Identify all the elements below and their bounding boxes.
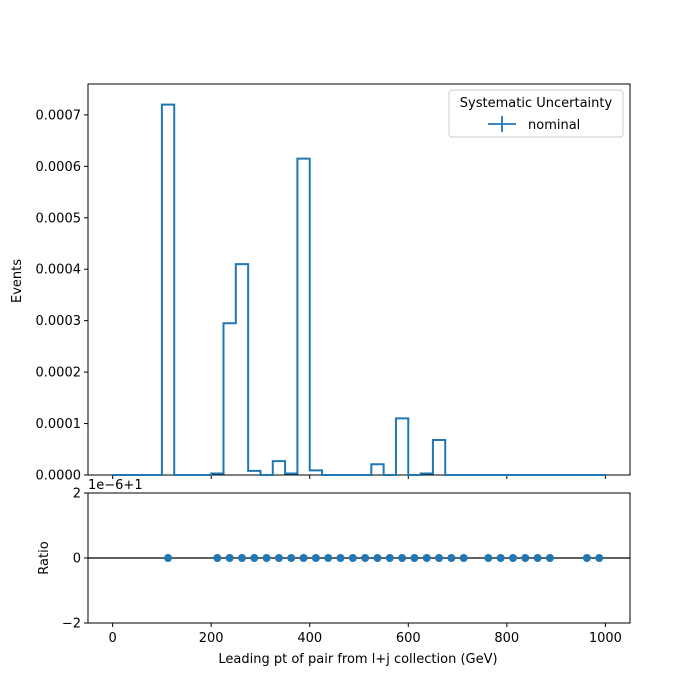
ratio-point — [398, 554, 407, 562]
ratio-point — [422, 554, 431, 562]
ratio-point — [250, 554, 259, 562]
ratio-panel: −2 0 2 0 200 400 600 800 1000 1e−6+1 Ratio Lead… — [37, 478, 631, 667]
nominal-histogram-line — [112, 103, 606, 476]
x-axis-label: Leading pt of pair from l+j collection (… — [218, 652, 497, 667]
ratio-x-tick-label: 0 — [108, 631, 116, 646]
ratio-point — [299, 554, 308, 562]
main-y-tick-label: 0.0004 — [36, 263, 82, 278]
ratio-point — [262, 554, 271, 562]
ratio-point — [225, 554, 234, 562]
ratio-point — [164, 554, 173, 562]
main-y-ticks: 0.0000 0.0001 0.0002 0.0003 0.0004 0.0005 0.00… — [36, 108, 88, 484]
ratio-y-tick-label: 2 — [73, 487, 81, 502]
ratio-point — [508, 554, 517, 562]
ratio-x-tick-label: 200 — [199, 631, 224, 646]
ratio-y-ticks: −2 0 2 — [62, 487, 88, 632]
legend-title: Systematic Uncertainty — [460, 96, 613, 111]
ratio-point — [545, 554, 554, 562]
ratio-offset-text: 1e−6+1 — [88, 478, 143, 493]
ratio-point — [447, 554, 456, 562]
main-y-tick-label: 0.0003 — [36, 314, 82, 329]
main-y-tick-label: 0.0005 — [36, 211, 82, 226]
main-y-axis-label: Events — [10, 259, 25, 303]
ratio-y-axis-label: Ratio — [37, 541, 52, 574]
ratio-point — [521, 554, 530, 562]
ratio-x-ticks: 0 200 400 600 800 1000 — [108, 623, 622, 646]
ratio-point — [336, 554, 345, 562]
ratio-x-tick-label: 400 — [297, 631, 322, 646]
ratio-y-tick-label: 0 — [73, 552, 81, 567]
ratio-point — [324, 554, 333, 562]
main-y-tick-label: 0.0002 — [36, 366, 82, 381]
ratio-point — [496, 554, 505, 562]
legend-entry-nominal: nominal — [528, 118, 580, 133]
ratio-points — [164, 554, 604, 562]
main-axes-frame — [87, 83, 631, 476]
ratio-point — [435, 554, 444, 562]
ratio-point — [311, 554, 320, 562]
ratio-point — [274, 554, 283, 562]
legend: Systematic Uncertainty nominal — [448, 89, 624, 138]
legend-box — [448, 89, 624, 138]
main-y-tick-label: 0.0001 — [36, 417, 82, 432]
ratio-point — [237, 554, 246, 562]
ratio-point — [348, 554, 357, 562]
ratio-point — [287, 554, 296, 562]
ratio-point — [361, 554, 370, 562]
ratio-y-tick-label: −2 — [62, 617, 81, 632]
ratio-point — [385, 554, 394, 562]
main-y-tick-label: 0.0000 — [36, 469, 82, 484]
ratio-point — [595, 554, 604, 562]
ratio-point — [373, 554, 382, 562]
ratio-point — [484, 554, 493, 562]
ratio-point — [582, 554, 591, 562]
main-panel: 0.0000 0.0001 0.0002 0.0003 0.0004 0.0005 0.00… — [10, 83, 631, 484]
ratio-x-tick-label: 1000 — [589, 631, 622, 646]
main-y-tick-label: 0.0007 — [36, 108, 82, 123]
ratio-x-tick-label: 800 — [494, 631, 519, 646]
ratio-point — [533, 554, 542, 562]
ratio-point — [410, 554, 419, 562]
ratio-point — [213, 554, 222, 562]
legend-marker-icon — [488, 116, 516, 132]
ratio-point — [459, 554, 468, 562]
ratio-x-tick-label: 600 — [396, 631, 421, 646]
main-y-tick-label: 0.0006 — [36, 160, 82, 175]
